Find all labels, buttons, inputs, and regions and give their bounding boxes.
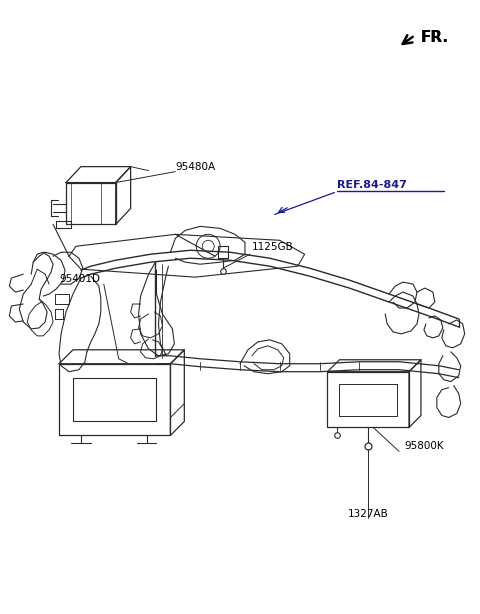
Text: REF.84-847: REF.84-847 xyxy=(337,179,408,190)
Text: 95401D: 95401D xyxy=(59,274,100,284)
Text: 95480A: 95480A xyxy=(175,161,216,172)
Text: 95800K: 95800K xyxy=(404,441,444,451)
Text: 1327AB: 1327AB xyxy=(348,509,389,519)
Text: 1125GB: 1125GB xyxy=(252,243,294,252)
Text: FR.: FR. xyxy=(421,30,449,45)
Text: FR.: FR. xyxy=(421,30,449,45)
